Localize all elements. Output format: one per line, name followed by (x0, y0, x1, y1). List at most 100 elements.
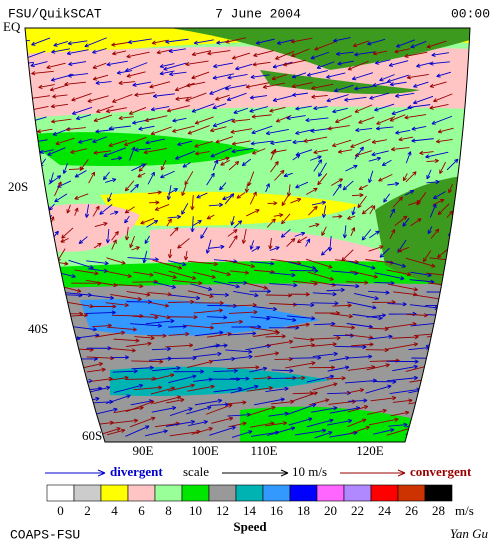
wind-arrow (228, 235, 238, 249)
wind-arrow (123, 136, 147, 147)
wind-arrow (271, 73, 288, 81)
wind-arrow (113, 383, 144, 393)
wind-arrow (38, 84, 55, 89)
wind-arrow (172, 117, 187, 123)
wind-arrow (265, 334, 286, 339)
wind-arrow (276, 39, 294, 45)
wind-arrow (109, 347, 136, 353)
wind-arrow (71, 106, 93, 115)
wind-arrow (165, 419, 196, 427)
wind-arrow (365, 347, 389, 353)
wind-arrow (395, 39, 416, 48)
wind-arrow (181, 202, 189, 215)
wind-arrow (306, 70, 328, 77)
wind-arrow (29, 304, 56, 309)
wind-arrow (428, 380, 457, 386)
colorbar-tick-label: 26 (405, 503, 419, 518)
wind-arrow (191, 427, 213, 435)
wind-arrow (108, 125, 132, 131)
wind-arrow (165, 38, 189, 44)
wind-arrow (190, 194, 195, 211)
wind-arrow (25, 205, 28, 221)
wind-arrow (265, 339, 294, 347)
wind-arrow (266, 218, 276, 228)
wind-arrow (193, 39, 214, 45)
wind-arrow (93, 304, 117, 309)
convergent-label: convergent (410, 464, 472, 479)
wind-arrow (182, 162, 191, 168)
wind-arrow (219, 182, 227, 191)
wind-arrow (187, 290, 214, 299)
wind-arrow (25, 128, 34, 139)
wind-arrow (167, 188, 178, 195)
colorbar-box (235, 484, 264, 502)
wind-arrow (103, 147, 126, 158)
wind-arrow (390, 410, 410, 417)
wind-arrow (274, 169, 285, 181)
wind-arrow (446, 293, 470, 302)
wind-arrow (187, 384, 215, 392)
wind-arrow (376, 116, 396, 125)
wind-arrow (353, 293, 379, 301)
wind-arrow (291, 391, 318, 402)
wind-arrow (331, 178, 344, 186)
wind-arrow (106, 428, 126, 436)
colorbar-tick-label: 24 (378, 503, 392, 518)
wind-arrow (159, 63, 175, 69)
lat-label: 60S (82, 428, 102, 443)
wind-arrow (75, 114, 92, 121)
wind-arrow (212, 159, 219, 171)
wind-arrow (287, 315, 316, 321)
wind-arrow (225, 349, 253, 354)
wind-arrow (346, 301, 377, 310)
wind-arrow (124, 180, 135, 192)
wind-arrow (350, 227, 356, 237)
wind-arrow (227, 73, 248, 80)
wind-arrow (213, 368, 238, 373)
wind-arrow (177, 140, 193, 147)
wind-arrow (453, 343, 470, 351)
wind-arrow (275, 115, 292, 123)
wind-arrow (404, 51, 428, 59)
wind-arrow (134, 335, 155, 341)
wind-arrow (327, 365, 350, 372)
wind-arrow (394, 215, 408, 227)
wind-arrow (108, 139, 128, 147)
wind-arrow (229, 310, 258, 315)
wind-arrow (107, 192, 113, 203)
wind-arrow (429, 399, 449, 404)
wind-arrow (332, 107, 348, 114)
wind-arrow (314, 41, 335, 51)
wind-arrow (124, 215, 130, 224)
wind-arrow (231, 140, 251, 146)
wind-arrow (25, 107, 32, 114)
wind-arrow (388, 422, 408, 427)
lat-label: 20S (8, 179, 28, 194)
wind-arrow (160, 160, 167, 171)
wind-arrow (386, 269, 412, 277)
wind-arrow (169, 407, 193, 416)
wind-arrow (406, 74, 429, 80)
wind-arrow (347, 418, 367, 428)
wind-arrow (368, 417, 399, 426)
wind-arrow (306, 374, 335, 383)
wind-arrow (292, 154, 301, 161)
wind-arrow (295, 105, 312, 111)
wind-arrow (113, 338, 140, 343)
wind-arrow (30, 375, 52, 383)
wind-arrow (290, 37, 313, 44)
wind-arrow (352, 193, 364, 198)
wind-arrow (361, 204, 374, 215)
wind-arrow (111, 230, 119, 241)
wind-arrow (48, 249, 53, 262)
wind-arrow (65, 127, 86, 132)
wind-arrow (265, 293, 293, 298)
wind-arrow (426, 40, 447, 49)
wind-arrow (78, 138, 93, 144)
wind-arrow (84, 37, 107, 48)
wind-arrow (244, 183, 249, 193)
wind-arrow (439, 161, 446, 174)
wind-arrow (186, 81, 206, 88)
wind-arrow (312, 382, 338, 391)
wind-arrow (224, 193, 235, 205)
